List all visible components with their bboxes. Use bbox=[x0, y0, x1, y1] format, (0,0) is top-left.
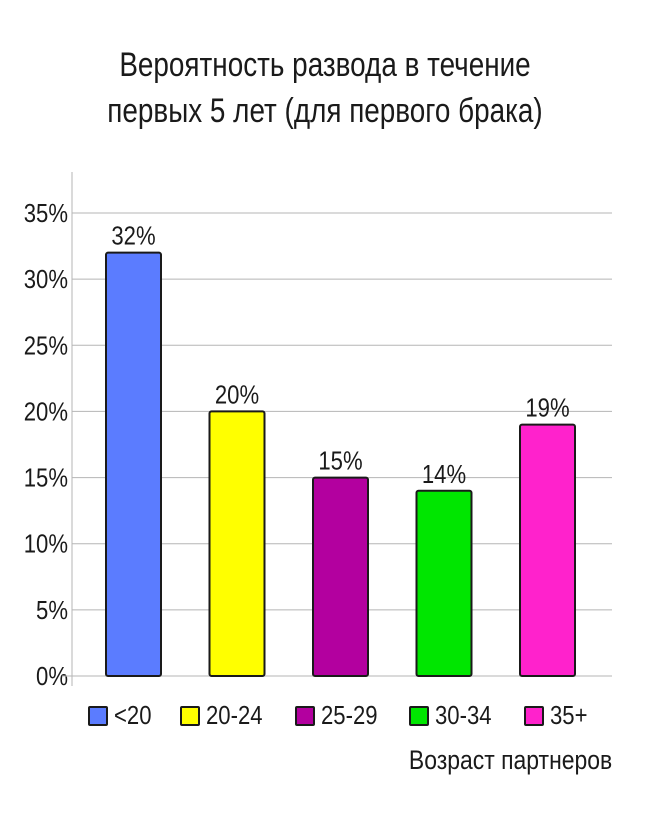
legend-label: 25-29 bbox=[320, 700, 378, 730]
bar-value-label: 20% bbox=[215, 381, 259, 410]
y-tick-label: 10% bbox=[24, 530, 68, 559]
legend-label: <20 bbox=[114, 700, 152, 730]
legend-item: <20 bbox=[88, 700, 158, 731]
legend-label: 35+ bbox=[549, 700, 588, 730]
chart-title: Вероятность развода в течение первых 5 л… bbox=[59, 42, 592, 134]
x-axis-label: Возраст партнеров bbox=[408, 745, 612, 775]
legend-swatch bbox=[180, 705, 201, 726]
y-tick-label: 15% bbox=[24, 464, 68, 493]
bar bbox=[519, 423, 576, 677]
chart-title-line-2: первых 5 лет (для первого брака) bbox=[107, 92, 543, 130]
bar bbox=[415, 489, 473, 677]
legend-label: 30-34 bbox=[435, 700, 492, 730]
y-tick-label: 5% bbox=[36, 596, 68, 625]
legend-swatch bbox=[523, 705, 544, 726]
legend-item: 30-34 bbox=[409, 700, 502, 731]
bar bbox=[208, 410, 266, 677]
chart-title-line-1: Вероятность развода в течение bbox=[119, 46, 531, 84]
legend-item: 35+ bbox=[523, 700, 594, 731]
legend-swatch bbox=[88, 705, 108, 726]
y-tick-label: 20% bbox=[24, 398, 68, 427]
legend-item: 20-24 bbox=[180, 700, 273, 731]
legend-label: 20-24 bbox=[206, 700, 263, 730]
bar-value-label: 32% bbox=[111, 222, 155, 251]
bar bbox=[312, 476, 369, 678]
legend-swatch bbox=[294, 705, 315, 726]
y-tick-label: 25% bbox=[24, 332, 68, 361]
legend-item: 25-29 bbox=[294, 700, 388, 731]
bar-value-label: 19% bbox=[525, 394, 569, 423]
legend-swatch bbox=[409, 705, 430, 726]
bar bbox=[105, 251, 162, 678]
y-tick-label: 0% bbox=[36, 662, 68, 691]
y-tick-label: 30% bbox=[24, 266, 68, 295]
chart-legend: <20 20-24 25-29 30-34 35+ bbox=[88, 700, 616, 731]
bar-value-label: 15% bbox=[318, 447, 362, 476]
y-tick-label: 35% bbox=[24, 199, 68, 228]
bar-value-label: 14% bbox=[422, 460, 466, 489]
